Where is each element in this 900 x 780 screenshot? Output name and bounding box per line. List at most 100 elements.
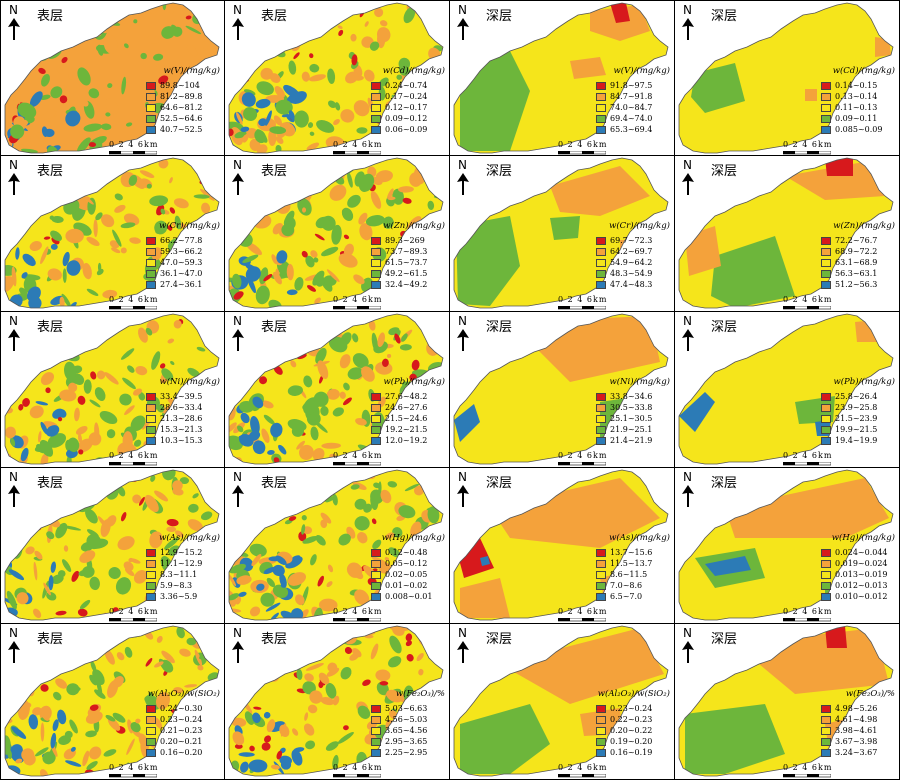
scale-bar: 0 2 4 6km [333, 295, 393, 310]
legend-item: 4.98~5.26 [821, 704, 893, 715]
north-arrow-icon: N [232, 471, 246, 509]
legend-swatch [821, 705, 831, 713]
legend-range: 0.16~0.20 [160, 748, 203, 757]
legend-swatch [371, 716, 381, 724]
legend-item: 89.8~104 [146, 81, 218, 92]
legend-range: 47.0~59.3 [160, 258, 203, 267]
north-arrow-icon: N [457, 471, 471, 509]
legend: w(Zn)/(mg/kg) 89.3~269 73.7~89.3 61.5~73… [371, 221, 445, 291]
legend-swatch [146, 549, 156, 557]
legend-swatch [821, 437, 831, 445]
legend-range: 0.14~0.15 [835, 81, 878, 90]
legend-swatch [146, 259, 156, 267]
legend-range: 6.5~7.0 [610, 592, 643, 601]
scale-bar: 0 2 4 6km [333, 763, 393, 778]
legend-swatch [821, 115, 831, 123]
legend-item: 13.7~15.6 [596, 548, 668, 559]
element-distribution-map [4, 625, 220, 777]
scale-label: 0 2 4 6km [558, 295, 608, 304]
legend-range: 8.6~11.5 [610, 570, 648, 579]
north-arrow-icon: N [457, 315, 471, 353]
north-arrow-icon: N [457, 627, 471, 665]
legend-range: 0.09~0.12 [385, 114, 428, 123]
legend-item: 21.4~21.9 [596, 436, 668, 447]
legend-range: 0.19~0.20 [610, 737, 653, 746]
legend-item: 12.9~15.2 [146, 548, 218, 559]
north-label: N [683, 626, 692, 640]
legend-item: 28.6~33.4 [146, 403, 218, 414]
legend-item: 63.1~68.9 [821, 258, 893, 269]
legend-item: 81.2~89.8 [146, 92, 218, 103]
legend-item: 4.61~4.98 [821, 715, 893, 726]
layer-label: 深层 [486, 320, 513, 335]
legend-title: w(Cd)/(mg/kg) [832, 66, 895, 76]
north-arrow-icon: N [232, 627, 246, 665]
legend-swatch [596, 749, 606, 757]
legend-swatch [596, 126, 606, 134]
legend-swatch [821, 82, 831, 90]
element-distribution-map [4, 313, 220, 465]
legend-range: 52.5~64.6 [160, 114, 203, 123]
legend-item: 0.12~0.17 [371, 103, 443, 114]
legend-range: 0.06~0.09 [385, 125, 428, 134]
north-label: N [233, 470, 242, 484]
north-arrow-icon: N [8, 4, 22, 42]
legend-range: 0.23~0.24 [160, 715, 203, 724]
legend-swatch [371, 270, 381, 278]
north-arrow-icon: N [8, 471, 22, 509]
map-panel: N 深层 w(V)/(mg/kg) 91.8~97.5 84.7~91.8 74… [450, 0, 675, 156]
legend-swatch [596, 415, 606, 423]
legend-swatch [821, 560, 831, 568]
legend-item: 0.16~0.20 [146, 748, 218, 759]
legend-item: 11.5~13.7 [596, 559, 668, 570]
north-label: N [458, 470, 467, 484]
legend-item: 5.03~6.63 [371, 704, 443, 715]
scale-bar: 0 2 4 6km [109, 140, 169, 155]
legend-item: 0.085~0.09 [821, 125, 893, 136]
legend: w(Pb)/(mg/kg) 25.8~26.4 23.9~25.8 21.5~2… [821, 377, 895, 447]
legend-swatch [371, 426, 381, 434]
legend-range: 68.9~72.2 [835, 247, 878, 256]
legend-item: 21.9~25.1 [596, 425, 668, 436]
legend-item: 0.010~0.012 [821, 592, 893, 603]
north-label: N [9, 3, 18, 17]
legend-swatch [821, 281, 831, 289]
legend-item: 84.7~91.8 [596, 92, 668, 103]
legend: w(Al₂O₃)/w(SiO₂) 0.23~0.24 0.22~0.23 0.2… [596, 689, 670, 759]
legend-item: 0.13~0.14 [821, 92, 893, 103]
legend-range: 0.010~0.012 [835, 592, 888, 601]
legend-swatch [371, 404, 381, 412]
legend-range: 47.4~48.3 [610, 280, 653, 289]
legend-item: 8.3~11.1 [146, 570, 218, 581]
scale-label: 0 2 4 6km [783, 763, 833, 772]
element-distribution-map [678, 469, 894, 621]
legend-item: 27.6~48.2 [371, 392, 443, 403]
legend-range: 4.56~5.03 [385, 715, 428, 724]
legend-item: 33.8~34.6 [596, 392, 668, 403]
legend-item: 0.11~0.13 [821, 103, 893, 114]
legend-range: 0.12~0.17 [385, 103, 428, 112]
legend-item: 0.008~0.01 [371, 592, 443, 603]
map-panel: N 深层 w(Fe₂O₃)/% 4.98~5.26 4.61~4.98 3.98… [675, 624, 900, 780]
legend-swatch [146, 404, 156, 412]
legend-swatch [371, 115, 381, 123]
legend-swatch [596, 560, 606, 568]
element-distribution-map [228, 157, 444, 309]
legend-item: 4.56~5.03 [371, 715, 443, 726]
scale-label: 0 2 4 6km [333, 295, 383, 304]
legend-swatch [371, 415, 381, 423]
legend-swatch [821, 582, 831, 590]
legend-item: 0.024~0.044 [821, 548, 893, 559]
north-label: N [458, 626, 467, 640]
legend-range: 0.013~0.019 [835, 570, 888, 579]
legend-item: 69.4~74.0 [596, 114, 668, 125]
scale-bar: 0 2 4 6km [783, 295, 843, 310]
legend-item: 0.01~0.02 [371, 581, 443, 592]
legend-item: 54.9~64.2 [596, 258, 668, 269]
legend-range: 0.05~0.12 [385, 559, 428, 568]
legend: w(Ni)/(mg/kg) 33.4~39.5 28.6~33.4 21.3~2… [146, 377, 220, 447]
legend-range: 0.16~0.19 [610, 748, 653, 757]
scale-bar: 0 2 4 6km [109, 607, 169, 622]
legend-range: 11.1~12.9 [160, 559, 203, 568]
legend-swatch [821, 270, 831, 278]
